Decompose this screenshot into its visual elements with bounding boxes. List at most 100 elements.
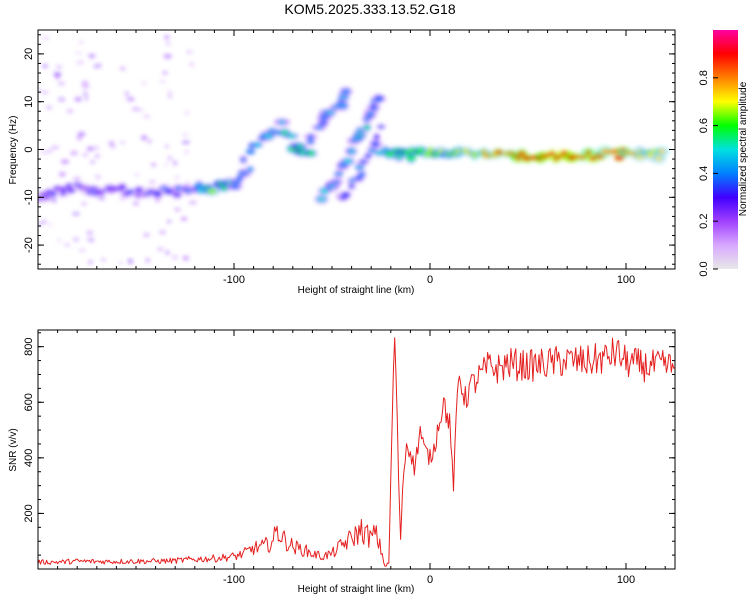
spectrogram-blob xyxy=(274,130,280,135)
spectrogram-noise xyxy=(165,145,169,148)
spectrogram-blob xyxy=(50,192,57,197)
spectrogram-noise xyxy=(149,180,156,184)
spectrogram-blob xyxy=(471,151,478,157)
spectrogram-marks xyxy=(38,35,669,265)
spectrogram-blob xyxy=(396,154,403,159)
snr-x-label: Height of straight line (km) xyxy=(298,584,415,595)
figure-title: KOM5.2025.333.13.52.G18 xyxy=(284,1,455,17)
spectrogram-noise xyxy=(41,91,49,94)
spectrogram-noise xyxy=(94,64,98,68)
spectrogram-noise xyxy=(53,72,62,77)
spectrogram-x-ticks: -100 0 100 xyxy=(37,30,666,286)
spectrogram-noise xyxy=(173,190,178,195)
spectrogram-noise xyxy=(167,156,173,160)
y-tick-label: 10 xyxy=(23,96,35,108)
y-tick-label: 600 xyxy=(23,393,35,411)
spectrogram-blob xyxy=(359,159,368,164)
spectrogram-blob xyxy=(358,172,366,177)
spectrogram-noise xyxy=(38,190,43,194)
spectrogram-blob xyxy=(369,147,375,153)
spectrogram-blob xyxy=(307,150,315,156)
spectrogram-noise xyxy=(167,90,173,94)
spectrogram-noise xyxy=(127,259,133,264)
spectrogram-noise xyxy=(82,153,89,156)
spectrogram-noise xyxy=(95,154,100,158)
spectrogram-noise xyxy=(143,114,151,119)
y-tick-label: 20 xyxy=(23,48,35,60)
x-tick-label: 100 xyxy=(617,574,635,586)
spectrogram-blob xyxy=(321,188,329,194)
spectrogram-noise xyxy=(76,60,84,65)
spectrogram-blob xyxy=(372,141,380,147)
spectrogram-blob xyxy=(373,134,380,140)
spectrogram-noise xyxy=(182,133,189,137)
y-tick-label: 0 xyxy=(23,146,35,152)
spectrogram-noise xyxy=(78,41,85,44)
spectrogram-noise xyxy=(132,107,139,111)
spectrogram-noise xyxy=(163,54,172,59)
spectrogram-noise xyxy=(64,243,71,247)
spectrogram-noise xyxy=(110,145,116,149)
spectrogram-noise xyxy=(164,35,170,40)
spectrogram-blob xyxy=(245,149,256,155)
y-tick-label: 200 xyxy=(23,504,35,522)
spectrogram-blob xyxy=(319,115,329,121)
spectrogram-blob xyxy=(348,184,355,189)
spectrogram-noise xyxy=(42,64,48,68)
spectrogram-noise xyxy=(55,74,60,80)
spectrogram-blob xyxy=(287,134,296,139)
spectrogram-blob xyxy=(240,157,247,162)
spectrogram-blob xyxy=(306,139,315,144)
colorbar: 0.0 0.2 0.4 0.6 0.8 Normalized spectral ampl… xyxy=(698,30,749,277)
spectrogram-noise xyxy=(167,220,171,223)
spectrogram-blob xyxy=(246,167,254,172)
spectrogram-noise xyxy=(73,177,81,181)
spectrogram-blob xyxy=(354,165,365,170)
spectrogram-noise xyxy=(125,92,129,96)
x-tick-label: 100 xyxy=(617,274,635,286)
spectrogram-noise xyxy=(57,239,62,242)
spectrogram-noise xyxy=(119,184,123,187)
spectrogram-noise xyxy=(70,151,78,156)
spectrogram-blob xyxy=(568,154,579,160)
spectrogram-blob xyxy=(585,150,591,156)
colorbar-ticks: 0.0 0.2 0.4 0.6 0.8 xyxy=(698,70,718,277)
spectrogram-noise xyxy=(133,201,139,206)
spectrogram-noise xyxy=(174,208,181,211)
spectrogram-noise xyxy=(57,82,66,85)
spectrogram-noise xyxy=(48,149,52,153)
spectrogram-noise xyxy=(38,87,42,92)
spectrogram-blob xyxy=(543,154,549,159)
spectrogram-noise xyxy=(86,146,95,151)
y-tick-label: -10 xyxy=(23,189,35,205)
spectrogram-blob xyxy=(338,103,348,109)
spectrogram-noise xyxy=(145,258,150,263)
spectrogram-blob xyxy=(240,171,249,176)
spectrogram-noise xyxy=(75,52,83,54)
spectrogram-noise xyxy=(83,92,88,95)
spectrogram-noise xyxy=(173,160,178,166)
spectrogram-blob xyxy=(221,185,227,191)
spectrogram-noise xyxy=(146,139,152,143)
spectrogram-blob xyxy=(369,104,377,110)
spectrogram-noise xyxy=(88,54,96,58)
spectrogram-blob xyxy=(378,125,384,129)
spectrogram-noise xyxy=(184,182,190,186)
spectrogram-noise xyxy=(90,160,95,163)
y-tick-label: 800 xyxy=(23,337,35,355)
spectrogram-noise xyxy=(137,108,144,111)
spectrogram-noise xyxy=(81,84,90,89)
spectrogram-noise xyxy=(81,81,89,86)
spectrogram-noise xyxy=(95,175,101,179)
spectrogram-blob xyxy=(655,156,663,161)
spectrogram-noise xyxy=(185,111,189,115)
spectrogram-blob xyxy=(658,149,666,154)
spectrogram-blob xyxy=(341,192,351,198)
spectrogram-noise xyxy=(165,250,170,255)
spectrogram-blob xyxy=(231,181,241,185)
snr-series-line xyxy=(38,337,675,567)
spectrogram-noise xyxy=(73,238,79,241)
spectrogram-noise xyxy=(168,94,172,98)
spectrogram-noise xyxy=(97,64,102,68)
x-tick-label: -100 xyxy=(223,574,245,586)
